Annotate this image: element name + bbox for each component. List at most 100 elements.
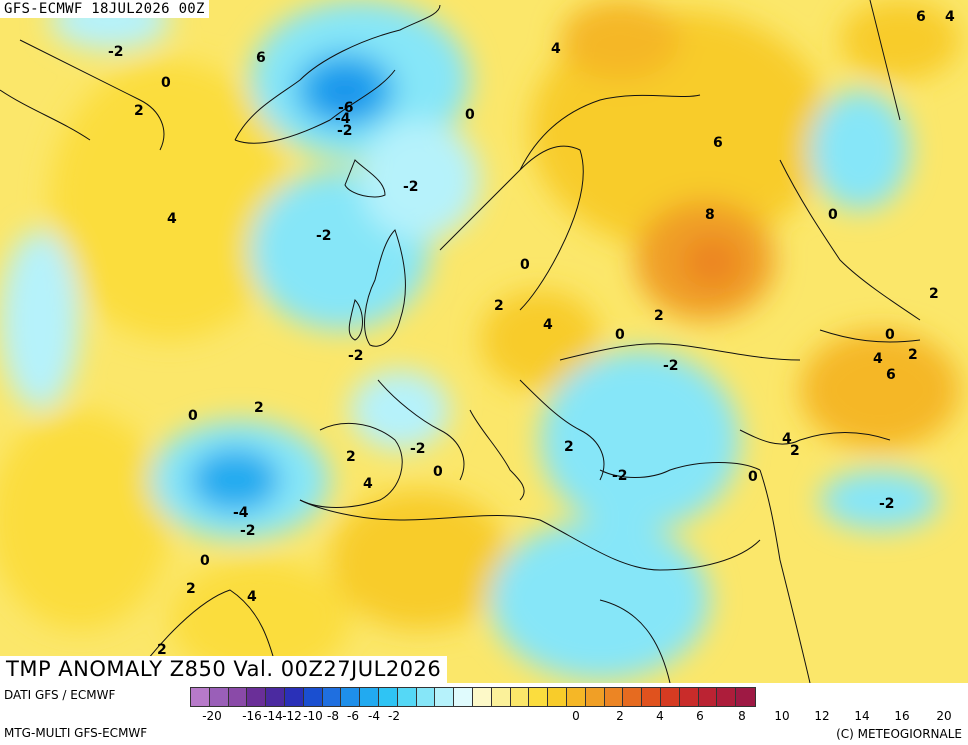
- contour-label: 4: [167, 211, 177, 227]
- legend-tick: 4: [656, 709, 664, 723]
- legend-swatch: [266, 688, 285, 706]
- contour-label: 6: [916, 9, 926, 25]
- legend-tick: -4: [368, 709, 380, 723]
- legend-swatch: [322, 688, 342, 706]
- contour-label: 0: [465, 107, 475, 123]
- contour-label: 4: [247, 589, 257, 605]
- map-canvas: [0, 0, 968, 683]
- contour-label: 2: [346, 449, 356, 465]
- legend-swatch: [548, 688, 567, 706]
- legend-tick: -10: [303, 709, 323, 723]
- contour-label: 0: [748, 469, 758, 485]
- legend-tick: -8: [327, 709, 339, 723]
- copyright: (C) METEOGIORNALE: [836, 727, 962, 741]
- contour-label: 8: [705, 207, 715, 223]
- legend-tick: -16: [242, 709, 262, 723]
- contour-label: -4: [233, 505, 249, 521]
- legend-tick: 10: [774, 709, 790, 723]
- legend-swatch: [736, 688, 755, 706]
- contour-label: 0: [433, 464, 443, 480]
- legend-swatch: [416, 688, 436, 706]
- legend-tick: 12: [814, 709, 830, 723]
- contour-label: -2: [663, 358, 679, 374]
- contour-label: 2: [908, 347, 918, 363]
- contour-label: 0: [520, 257, 530, 273]
- legend-tick: 2: [616, 709, 624, 723]
- data-source-label: DATI GFS / ECMWF: [4, 688, 116, 702]
- legend-tick: -14: [263, 709, 283, 723]
- contour-label: -4: [335, 111, 351, 127]
- legend-swatch: [360, 688, 379, 706]
- contour-label: 4: [782, 431, 792, 447]
- legend-swatch: [510, 688, 530, 706]
- legend-swatch: [247, 688, 267, 706]
- legend-tick: -2: [388, 709, 400, 723]
- legend-swatch: [717, 688, 737, 706]
- legend-tick: -6: [347, 709, 359, 723]
- contour-label: -2: [337, 123, 353, 139]
- legend-swatch: [491, 688, 511, 706]
- legend-swatch: [585, 688, 605, 706]
- color-scale: [190, 687, 756, 707]
- legend-swatch: [303, 688, 323, 706]
- contour-label: 2: [134, 103, 144, 119]
- legend-swatch: [435, 688, 455, 706]
- legend-tick: 20: [936, 709, 952, 723]
- legend-tick: 0: [572, 709, 580, 723]
- contour-label: 0: [828, 207, 838, 223]
- contour-label: 2: [654, 308, 664, 324]
- contour-label: 4: [551, 41, 561, 57]
- legend-swatch: [454, 688, 473, 706]
- contour-label: 2: [254, 400, 264, 416]
- contour-label: 4: [363, 476, 373, 492]
- contour-label: 6: [886, 367, 896, 383]
- legend-swatch: [472, 688, 492, 706]
- legend-swatch: [566, 688, 586, 706]
- legend-panel: DATI GFS / ECMWF MTG-MULTI GFS-ECMWF -2 0…: [0, 683, 968, 745]
- contour-label: -2: [348, 348, 364, 364]
- contour-label: 0: [200, 553, 210, 569]
- contour-label: -2: [410, 441, 426, 457]
- contour-label: 2: [790, 443, 800, 459]
- contour-label: -2: [240, 523, 256, 539]
- legend-swatch: [228, 688, 248, 706]
- model-source-label: MTG-MULTI GFS-ECMWF: [4, 726, 148, 740]
- contour-label: 2: [494, 298, 504, 314]
- legend-swatch: [679, 688, 699, 706]
- contour-label: 2: [929, 286, 939, 302]
- legend-swatch: [529, 688, 549, 706]
- legend-swatch: [698, 688, 718, 706]
- contour-label: 2: [186, 581, 196, 597]
- legend-swatch: [660, 688, 680, 706]
- legend-swatch: [642, 688, 661, 706]
- contour-label: -6: [338, 100, 354, 116]
- contour-label: -2: [879, 496, 895, 512]
- contour-label: 4: [945, 9, 955, 25]
- legend-tick: 6: [696, 709, 704, 723]
- contour-label: 0: [188, 408, 198, 424]
- legend-swatch: [341, 688, 361, 706]
- legend-swatch: [284, 688, 304, 706]
- legend-tick: -12: [282, 709, 302, 723]
- contour-label: -2: [612, 468, 628, 484]
- product-title: TMP ANOMALY Z850 Val. 00Z27JUL2026: [0, 656, 448, 683]
- contour-label: 6: [713, 135, 723, 151]
- run-title: GFS-ECMWF 18JUL2026 00Z: [0, 0, 209, 18]
- contour-label: 0: [885, 327, 895, 343]
- legend-swatch: [378, 688, 398, 706]
- legend-swatch: [397, 688, 417, 706]
- anomaly-map: GFS-ECMWF 18JUL2026 00Z TMP ANOMALY Z850…: [0, 0, 968, 683]
- legend-swatch: [623, 688, 643, 706]
- contour-label: 6: [256, 50, 266, 66]
- contour-label: 4: [543, 317, 553, 333]
- legend-tick: 8: [738, 709, 746, 723]
- contour-label: 2: [564, 439, 574, 455]
- legend-swatch: [604, 688, 624, 706]
- contour-label: -2: [108, 44, 124, 60]
- legend-swatch: [191, 688, 210, 706]
- contour-label: -2: [316, 228, 332, 244]
- legend-swatch: [209, 688, 229, 706]
- legend-tick: 16: [894, 709, 910, 723]
- legend-tick: 14: [854, 709, 870, 723]
- color-scale-ticks: -20 -16 -14 -12 -10 -8 -6 -4 -2 0 2 4 6 8 10 12 14 16 20: [190, 709, 965, 725]
